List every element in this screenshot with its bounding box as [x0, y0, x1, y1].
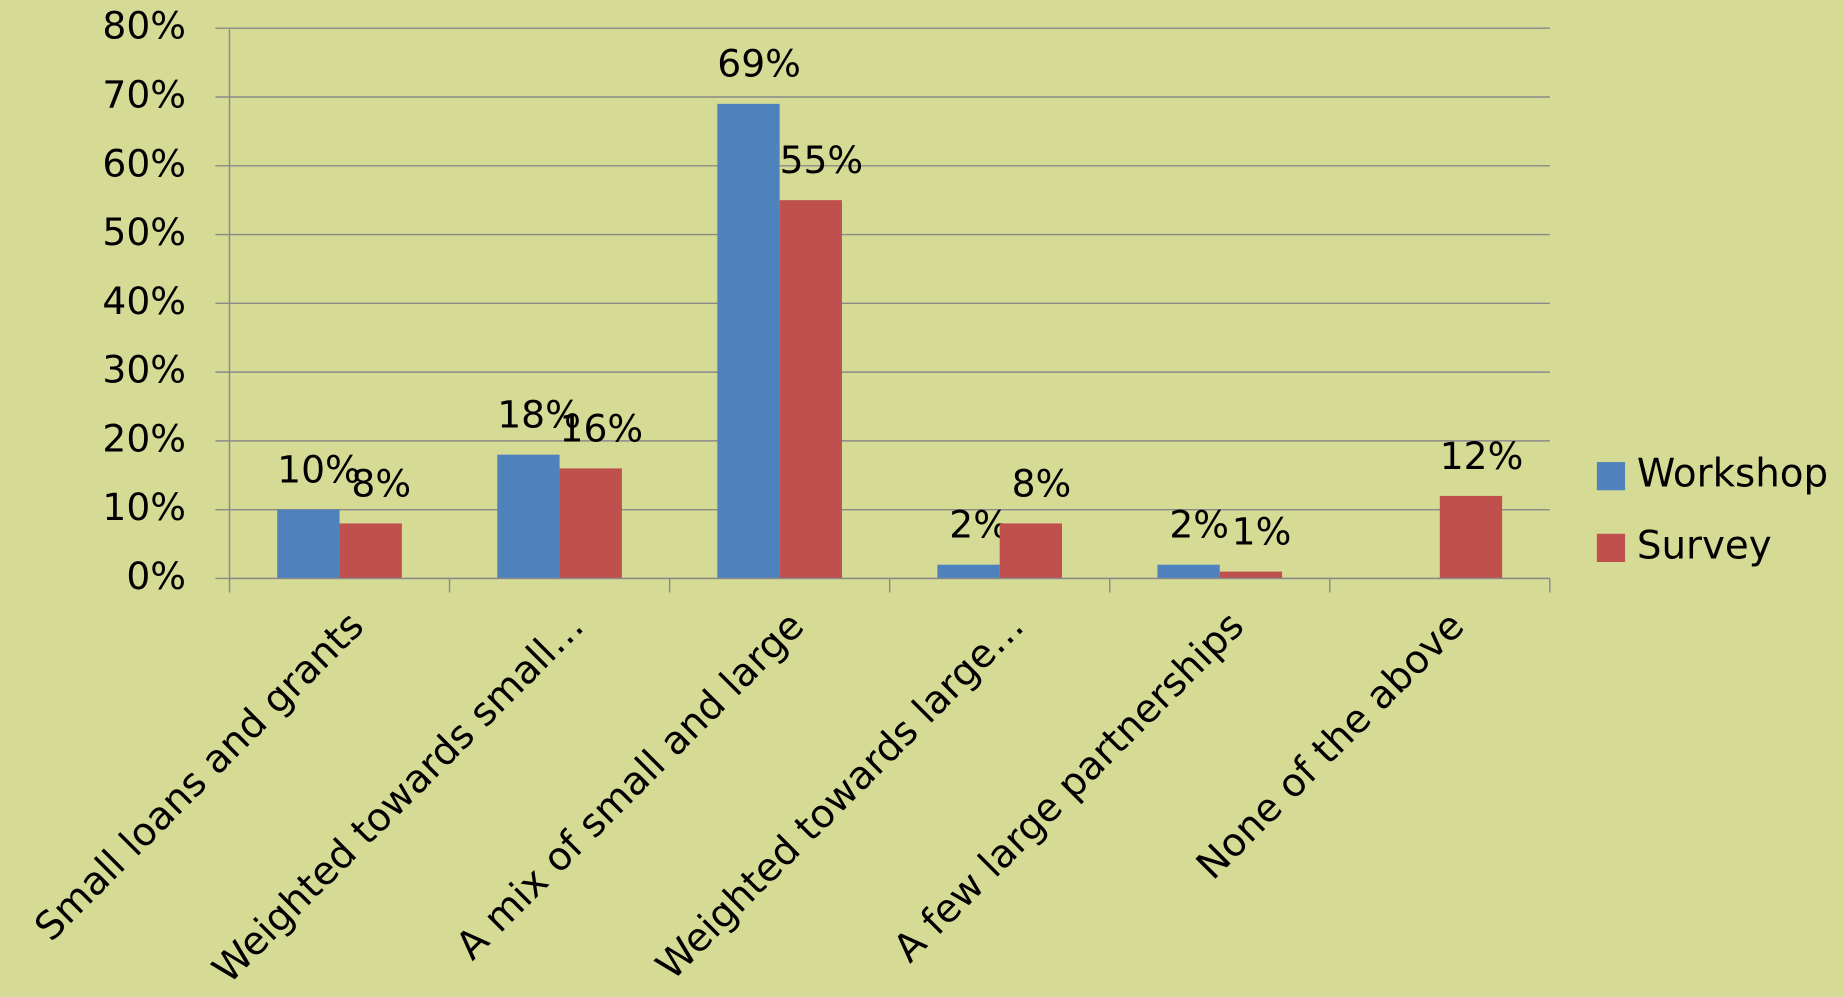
legend-label: Survey [1637, 523, 1772, 568]
value-label: 55% [780, 138, 864, 182]
y-tick-label: 70% [102, 72, 186, 116]
bar [1219, 571, 1283, 579]
bar [277, 509, 340, 579]
value-label: 1% [1232, 509, 1292, 553]
x-tick-label: Weighted towards large… [648, 603, 1033, 988]
value-label: 8% [351, 461, 411, 505]
bar [559, 468, 622, 579]
y-tick-label: 50% [102, 210, 186, 254]
x-tick-label: A mix of small and large [448, 603, 813, 968]
legend-swatch [1596, 462, 1626, 491]
value-label: 16% [560, 406, 644, 450]
bar [717, 103, 780, 579]
y-tick-label: 60% [102, 141, 186, 185]
value-label: 2% [1169, 503, 1229, 547]
bar [339, 523, 402, 579]
y-tick-label: 20% [102, 416, 186, 460]
bar [1439, 495, 1503, 579]
x-tick-label: A few large partnerships [885, 603, 1253, 971]
legend-swatch [1596, 533, 1626, 562]
y-tick-label: 0% [126, 554, 186, 598]
bar [999, 523, 1063, 579]
y-tick-label: 80% [102, 4, 186, 48]
bar [937, 564, 1000, 579]
bar [779, 200, 842, 579]
y-tick-label: 40% [102, 279, 186, 323]
legend-label: Workshop [1637, 452, 1828, 497]
bar [497, 454, 560, 579]
value-label: 12% [1440, 434, 1524, 478]
value-label: 69% [717, 42, 801, 86]
y-tick-label: 30% [102, 348, 186, 392]
bar [1157, 564, 1220, 579]
value-label: 18% [497, 393, 581, 437]
value-label: 2% [949, 503, 1009, 547]
value-label: 8% [1012, 461, 1072, 505]
y-tick-label: 10% [102, 485, 186, 529]
value-label: 10% [277, 448, 361, 492]
x-tick-label: Weighted towards small… [204, 603, 593, 992]
